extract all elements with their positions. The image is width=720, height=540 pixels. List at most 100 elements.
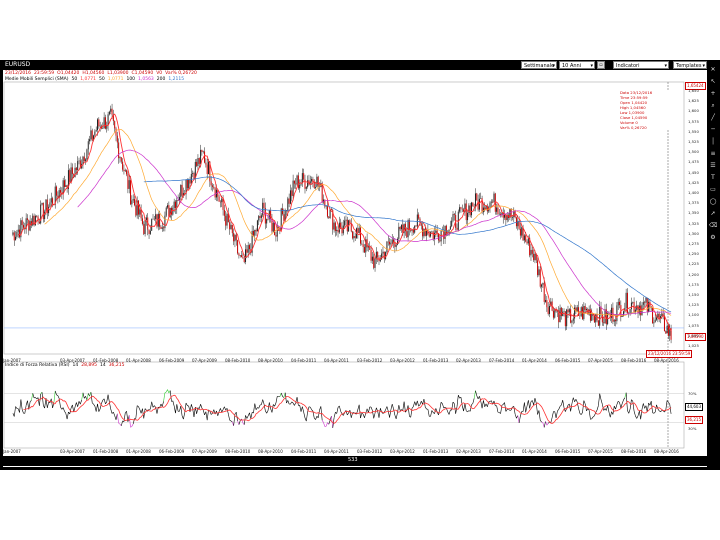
rsi-segment xyxy=(283,392,286,398)
crosshair-icon[interactable]: + xyxy=(710,90,716,97)
rsi-signal-marker: 36,215 xyxy=(685,416,703,424)
candle-body xyxy=(91,130,93,141)
text-icon[interactable]: T xyxy=(711,174,715,181)
indicator-select[interactable]: Indicatori ▾ xyxy=(613,61,669,69)
candle-body xyxy=(254,229,256,236)
rsi-segment xyxy=(398,405,401,411)
rsi-segment xyxy=(222,406,225,410)
candle-body xyxy=(568,309,570,313)
ellipse-icon[interactable]: ◯ xyxy=(709,198,717,205)
candle-body xyxy=(436,230,438,234)
rsi-segment xyxy=(532,400,534,406)
rectangle-icon[interactable]: ▭ xyxy=(710,186,716,193)
candle-body xyxy=(288,198,290,204)
rsi-segment xyxy=(89,392,92,397)
candle-body xyxy=(107,114,109,126)
candle-body xyxy=(271,219,273,232)
info-line-2: Open 1,04420 xyxy=(620,100,648,105)
rsi-segment xyxy=(563,407,566,412)
candle-body xyxy=(461,208,463,210)
rsi-segment xyxy=(287,400,290,405)
candle-body xyxy=(165,207,167,216)
candle-body xyxy=(87,141,89,150)
candle-body xyxy=(201,149,203,153)
candle-body xyxy=(262,202,264,216)
rsi-segment xyxy=(216,410,219,416)
cursor-icon[interactable]: ↖ xyxy=(710,78,716,85)
candle-body xyxy=(182,193,184,196)
candle-body xyxy=(370,249,372,261)
rsi-segment xyxy=(602,404,604,411)
rsi-segment xyxy=(550,417,553,423)
vertical-line-icon[interactable]: │ xyxy=(711,138,715,145)
candle-body xyxy=(19,229,21,238)
rsi-segment xyxy=(294,402,297,406)
candle-body xyxy=(94,131,96,136)
rsi-segment xyxy=(200,404,203,409)
candle-body xyxy=(612,307,614,322)
trendline-icon[interactable]: ╱ xyxy=(711,114,715,121)
candle-body xyxy=(126,170,128,175)
horizontal-line-icon[interactable]: ─ xyxy=(711,126,715,133)
date-axis-label: 04-Apr-2011 xyxy=(324,358,349,363)
candle-body xyxy=(382,251,384,254)
candle-body xyxy=(287,198,289,212)
rsi-segment xyxy=(609,411,612,418)
price-chart[interactable] xyxy=(3,60,707,456)
candle-body xyxy=(591,314,593,321)
candle-body xyxy=(124,170,126,172)
channel-icon[interactable]: ≡ xyxy=(710,150,716,157)
candle-body xyxy=(178,196,180,201)
period-select[interactable]: Settimanale ▾ xyxy=(521,61,557,69)
candle-body xyxy=(307,180,309,187)
range-select-value: 10 Anni xyxy=(562,63,582,69)
candle-body xyxy=(649,301,651,308)
rsi-segment xyxy=(307,406,310,412)
delete-icon[interactable]: ⌫ xyxy=(709,222,718,229)
candle-body xyxy=(626,292,628,313)
candle-body xyxy=(174,201,176,208)
candle-body xyxy=(471,202,473,216)
rsi-segment xyxy=(105,401,108,404)
ohlc-item-7: Var% 0,26720 xyxy=(165,71,197,76)
rsi-segment xyxy=(328,420,331,425)
rsi-segment xyxy=(340,411,343,414)
candle-body xyxy=(36,216,38,217)
close-icon[interactable]: ✕ xyxy=(710,66,716,73)
candle-body xyxy=(285,210,287,212)
date-scrollbar[interactable]: 533 xyxy=(3,456,707,466)
candle-body xyxy=(197,158,199,166)
rsi-segment xyxy=(118,422,121,425)
settings-icon[interactable]: ⚙ xyxy=(710,234,716,241)
rsi-segment xyxy=(265,410,267,414)
rsi-segment xyxy=(310,406,312,410)
rsi-segment xyxy=(202,410,205,415)
range-select[interactable]: 10 Anni ▾ xyxy=(559,61,595,69)
candle-body xyxy=(190,173,192,184)
range-step-button[interactable]: ▫ xyxy=(597,61,605,69)
candle-body xyxy=(26,218,28,220)
date-axis-label: 07-Apr-2009 xyxy=(192,449,217,454)
template-select[interactable]: Templates ▾ xyxy=(673,61,707,69)
candle-body xyxy=(420,223,422,226)
candle-body xyxy=(415,225,417,227)
rsi-segment xyxy=(360,412,363,419)
price-axis-label: 1,100 xyxy=(688,312,699,318)
candle-body xyxy=(309,181,311,185)
zoom-icon[interactable]: ⌕ xyxy=(711,102,715,109)
candle-body xyxy=(23,225,25,228)
price-axis-label: 1,150 xyxy=(688,292,699,297)
rsi-segment xyxy=(430,410,433,417)
candle-body xyxy=(600,306,602,315)
rsi-segment xyxy=(237,420,240,425)
rsi-legend-item-1: 14 xyxy=(72,363,79,368)
rsi-segment xyxy=(130,426,133,428)
rsi-segment xyxy=(180,405,183,416)
rsi-segment xyxy=(188,405,191,412)
arrow-icon[interactable]: ➚ xyxy=(710,210,716,217)
candle-body xyxy=(28,219,30,231)
fibonacci-icon[interactable]: ☰ xyxy=(710,162,716,169)
info-line-1: Time 23:59:59 xyxy=(620,95,648,100)
rsi-segment xyxy=(339,405,341,412)
candle-body xyxy=(74,167,76,177)
